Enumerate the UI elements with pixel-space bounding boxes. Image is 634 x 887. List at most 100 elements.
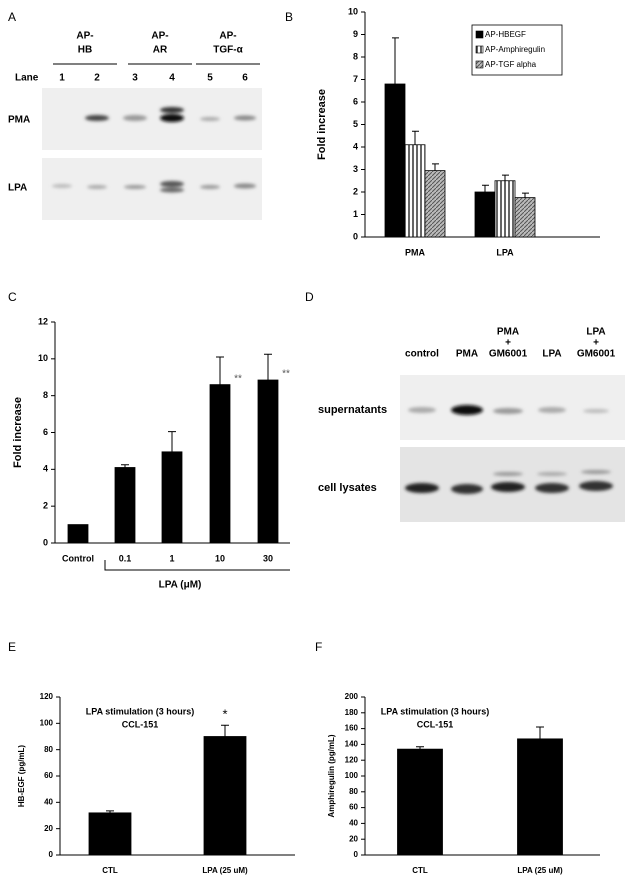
panel-letter: B xyxy=(285,10,293,24)
y-tick-label: 60 xyxy=(44,771,53,780)
annotation: LPA stimulation (3 hours) xyxy=(86,706,195,716)
bar xyxy=(517,738,563,856)
panel-letter: C xyxy=(8,290,17,304)
bar xyxy=(494,180,516,238)
y-tick-label: 0 xyxy=(353,231,358,241)
y-axis-label: Fold increase xyxy=(316,89,328,160)
y-tick-label: 140 xyxy=(345,740,359,749)
significance: ** xyxy=(282,369,290,380)
group-label: AP- xyxy=(151,31,168,42)
row-label: LPA xyxy=(8,183,27,194)
y-tick-label: 180 xyxy=(345,708,359,717)
x-tick-label: 0.1 xyxy=(119,553,132,563)
panel-letter: D xyxy=(305,290,314,304)
error-bar xyxy=(502,174,509,181)
error-bar xyxy=(168,431,176,452)
column-label: PMA xyxy=(497,327,519,338)
error-bar xyxy=(264,353,272,381)
y-tick-label: 120 xyxy=(345,755,359,764)
annotation: LPA stimulation (3 hours) xyxy=(381,706,490,716)
bar xyxy=(88,812,132,856)
column-label: control xyxy=(405,349,439,360)
y-tick-label: 6 xyxy=(353,96,358,106)
y-tick-label: 4 xyxy=(43,464,48,474)
bar xyxy=(397,748,443,856)
legend-box xyxy=(471,24,563,76)
y-tick-label: 10 xyxy=(348,6,358,16)
x-axis-label: LPA (μM) xyxy=(159,580,202,591)
y-tick-label: 0 xyxy=(43,537,48,547)
error-bar xyxy=(416,746,424,750)
legend-swatch xyxy=(475,30,484,39)
lane-number: 2 xyxy=(94,73,100,84)
x-tick-label: LPA (25 uM) xyxy=(517,866,563,875)
bar xyxy=(384,83,406,238)
y-tick-label: 40 xyxy=(44,797,53,806)
column-label: GM6001 xyxy=(577,349,616,360)
lane-label: Lane xyxy=(15,73,39,84)
y-tick-label: 60 xyxy=(349,803,358,812)
y-tick-label: 6 xyxy=(43,427,48,437)
y-tick-label: 2 xyxy=(43,501,48,511)
y-tick-label: 7 xyxy=(353,74,358,84)
x-tick-label: PMA xyxy=(405,247,426,257)
bar xyxy=(114,467,136,544)
y-tick-label: 80 xyxy=(44,745,53,754)
significance: ** xyxy=(234,373,242,384)
y-tick-label: 0 xyxy=(354,850,359,859)
error-bar xyxy=(106,810,114,813)
y-axis-label: Amphiregulin (pg/mL) xyxy=(327,734,336,817)
error-bar xyxy=(221,724,229,737)
y-tick-label: 8 xyxy=(43,390,48,400)
annotation: CCL-151 xyxy=(122,719,159,729)
lane-number: 3 xyxy=(132,73,138,84)
group-label: AP- xyxy=(76,31,93,42)
y-tick-label: 8 xyxy=(353,51,358,61)
group-label: AR xyxy=(153,45,168,56)
x-tick-label: 10 xyxy=(215,553,225,563)
x-tick-label: CTL xyxy=(102,866,118,875)
y-tick-label: 3 xyxy=(353,164,358,174)
group-label: HB xyxy=(78,45,92,56)
y-tick-label: 4 xyxy=(353,141,358,151)
bar xyxy=(209,384,231,544)
bar xyxy=(424,170,446,238)
y-tick-label: 9 xyxy=(353,29,358,39)
group-label: AP- xyxy=(219,31,236,42)
x-tick-label: LPA (25 uM) xyxy=(202,866,248,875)
y-tick-label: 40 xyxy=(349,819,358,828)
error-bar xyxy=(392,37,399,84)
y-tick-label: 0 xyxy=(49,850,54,859)
y-tick-label: 5 xyxy=(353,119,358,129)
legend-swatch xyxy=(475,45,484,54)
significance: * xyxy=(222,707,227,722)
x-tick-label: CTL xyxy=(412,866,428,875)
x-tick-label: Control xyxy=(62,553,94,563)
y-tick-label: 100 xyxy=(345,771,359,780)
error-bar xyxy=(482,184,489,192)
lane-number: 5 xyxy=(207,73,213,84)
column-label: PMA xyxy=(456,349,478,360)
lane-number: 6 xyxy=(242,73,248,84)
error-bar xyxy=(432,163,439,171)
column-label: LPA xyxy=(542,349,561,360)
y-tick-label: 80 xyxy=(349,787,358,796)
legend-label: AP-TGF alpha xyxy=(485,60,537,69)
error-bar xyxy=(412,130,419,145)
error-bar xyxy=(536,726,544,739)
error-bar xyxy=(522,192,529,198)
y-tick-label: 20 xyxy=(349,834,358,843)
legend-label: AP-Amphiregulin xyxy=(485,45,545,54)
bar xyxy=(161,451,183,544)
x-tick-label: LPA xyxy=(496,247,514,257)
y-tick-label: 12 xyxy=(38,316,48,326)
y-tick-label: 10 xyxy=(38,353,48,363)
column-label: + xyxy=(593,338,599,349)
y-axis-label: HB-EGF (pg/mL) xyxy=(17,745,26,808)
y-tick-label: 120 xyxy=(40,692,54,701)
error-bar xyxy=(121,464,129,468)
bar xyxy=(257,379,279,544)
panel-letter: E xyxy=(8,640,16,654)
y-tick-label: 100 xyxy=(40,718,54,727)
